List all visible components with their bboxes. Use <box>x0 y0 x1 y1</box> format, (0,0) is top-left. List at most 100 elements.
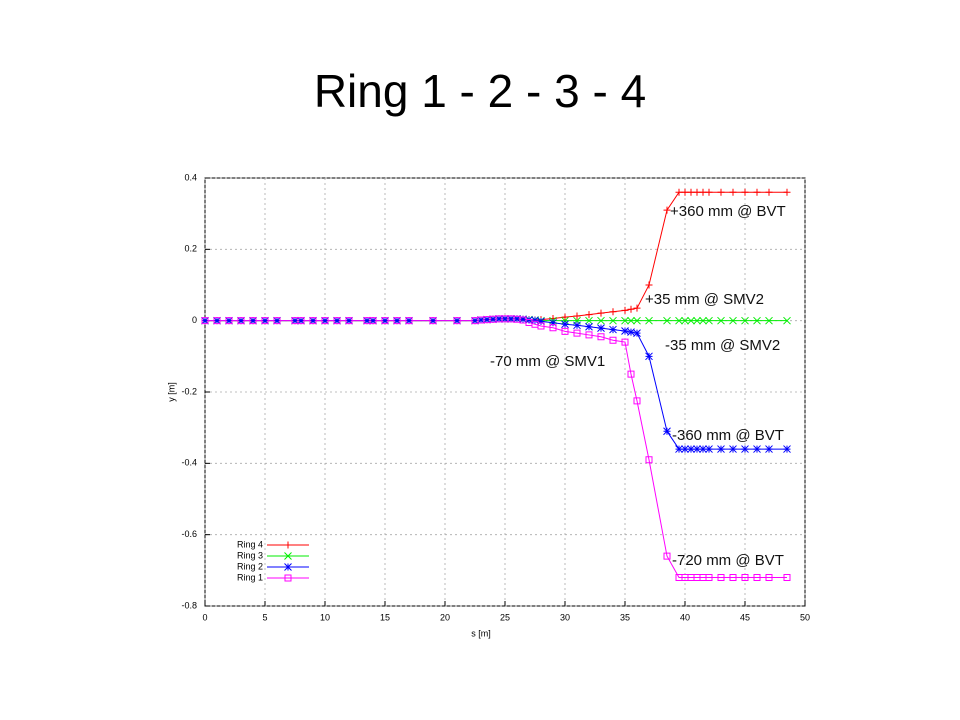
point <box>495 315 503 323</box>
point <box>213 316 221 325</box>
point <box>369 316 377 325</box>
point <box>369 317 377 325</box>
point <box>585 331 593 339</box>
point <box>561 316 569 325</box>
y-tick-label: -0.4 <box>181 458 197 468</box>
point <box>741 573 749 581</box>
point <box>273 317 281 325</box>
point <box>483 315 491 324</box>
point <box>663 206 671 214</box>
point <box>477 316 485 324</box>
point <box>693 316 701 325</box>
annotation: -35 mm @ SMV2 <box>665 337 780 354</box>
point <box>753 573 761 581</box>
point <box>261 317 269 325</box>
point <box>687 316 695 325</box>
point <box>429 317 437 325</box>
point <box>393 316 401 325</box>
point <box>765 445 773 453</box>
point <box>675 188 683 196</box>
annotation: -720 mm @ BVT <box>672 552 784 569</box>
point <box>621 306 629 314</box>
point <box>729 188 737 196</box>
y-tick-label: 0.4 <box>184 172 197 182</box>
point <box>225 317 233 325</box>
point <box>621 327 629 335</box>
point <box>633 316 641 325</box>
x-tick-label: 0 <box>202 612 207 622</box>
point <box>765 573 773 581</box>
x-tick-label: 30 <box>560 612 570 622</box>
point <box>717 188 725 196</box>
point <box>627 328 635 336</box>
point <box>705 188 713 196</box>
point <box>405 316 413 325</box>
point <box>645 352 653 361</box>
point <box>741 188 749 196</box>
point <box>717 445 725 453</box>
point <box>717 316 725 325</box>
point <box>237 317 245 325</box>
point <box>681 316 689 325</box>
y-tick-label: 0.2 <box>184 244 197 254</box>
x-axis-label: s [m] <box>471 628 491 638</box>
point <box>705 573 713 581</box>
point <box>321 316 329 325</box>
point <box>393 317 401 325</box>
y-tick-label: 0 <box>192 315 197 325</box>
point <box>783 316 791 325</box>
legend-marker <box>284 541 292 549</box>
point <box>405 317 413 325</box>
point <box>573 329 581 337</box>
y-tick-label: -0.6 <box>181 529 197 539</box>
point <box>261 316 269 325</box>
point <box>621 338 629 346</box>
point <box>381 316 389 325</box>
legend-label: Ring 4 <box>237 539 263 549</box>
point <box>429 316 437 325</box>
point <box>597 309 605 317</box>
point <box>549 318 557 327</box>
point <box>585 316 593 325</box>
point <box>783 573 791 581</box>
point <box>597 324 605 333</box>
point <box>507 315 515 323</box>
point <box>297 317 305 325</box>
point <box>765 188 773 196</box>
point <box>201 317 209 325</box>
point <box>765 316 773 325</box>
point <box>333 316 341 325</box>
point <box>561 327 569 335</box>
point <box>531 316 539 325</box>
legend-label: Ring 1 <box>237 572 263 582</box>
point <box>489 315 497 324</box>
point <box>309 316 317 325</box>
point <box>525 316 533 324</box>
point <box>237 316 245 325</box>
point <box>633 304 641 312</box>
x-tick-label: 15 <box>380 612 390 622</box>
x-tick-label: 50 <box>800 612 810 622</box>
slide-title: Ring 1 - 2 - 3 - 4 <box>314 65 646 117</box>
point <box>471 316 479 325</box>
annotation: -360 mm @ BVT <box>672 427 784 444</box>
x-tick-label: 40 <box>680 612 690 622</box>
point <box>609 325 617 334</box>
point <box>645 456 653 464</box>
point <box>291 316 299 325</box>
point <box>663 316 671 325</box>
legend-label: Ring 3 <box>237 550 263 560</box>
point <box>693 445 701 453</box>
point <box>519 315 527 324</box>
point <box>585 311 593 319</box>
point <box>753 188 761 196</box>
point <box>645 316 653 325</box>
point <box>549 324 557 332</box>
x-tick-label: 25 <box>500 612 510 622</box>
point <box>345 316 353 325</box>
point <box>633 329 641 338</box>
x-tick-label: 35 <box>620 612 630 622</box>
point <box>573 321 581 330</box>
point <box>249 317 257 325</box>
